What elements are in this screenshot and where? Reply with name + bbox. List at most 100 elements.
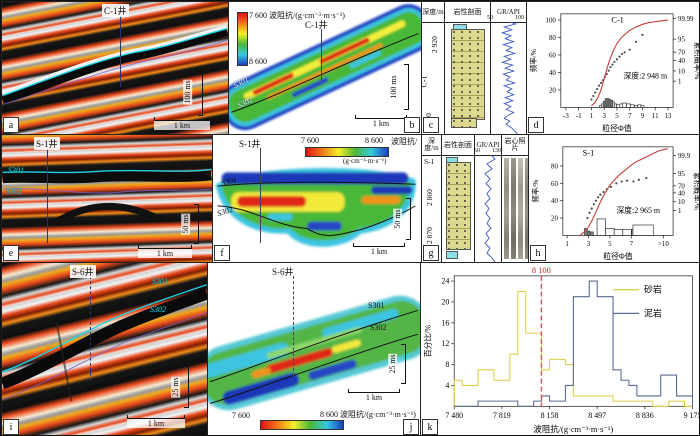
gr-min: 50 xyxy=(487,15,493,21)
panel-j-impedance-s6: S301 S302 S-6井 25 ms 1 km 7 600 8 600 波阻… xyxy=(207,262,421,435)
panel-f-impedance-s1: S301 S302 S-1井 7 600 8 600 波阻抗/ (g·cm⁻³·… xyxy=(212,134,422,263)
svg-text:频率/%: 频率/% xyxy=(529,49,538,72)
svg-text:40: 40 xyxy=(549,70,556,77)
svg-text:9: 9 xyxy=(641,113,645,120)
panel-letter: j xyxy=(403,419,419,435)
horizon-s302 xyxy=(217,205,416,236)
colorbar-max-label: 8 600 波阻抗/(g·cm⁻³·m·s⁻¹) xyxy=(320,410,416,419)
depth-value: 2 860 xyxy=(424,189,434,206)
time-scale-bar: 25 ms xyxy=(387,344,406,384)
svg-text:S-1: S-1 xyxy=(583,149,595,158)
horizon-s301 xyxy=(210,309,418,383)
svg-text:24: 24 xyxy=(441,277,449,286)
core-photo-track xyxy=(502,155,528,262)
svg-text:20: 20 xyxy=(441,297,449,306)
depth-header: 深度/m xyxy=(422,2,445,22)
distance-scale-bar: 1 km xyxy=(138,245,192,258)
core-photo-header: 岩心照片 xyxy=(504,137,526,152)
svg-text:粒径Φ值: 粒径Φ值 xyxy=(603,251,632,261)
gr-curve xyxy=(500,21,518,134)
svg-text:8 836: 8 836 xyxy=(636,411,654,420)
svg-text:1: 1 xyxy=(565,241,569,248)
svg-text:80: 80 xyxy=(549,35,556,42)
core-photo-strip xyxy=(518,158,523,259)
horizon-lines xyxy=(2,168,212,225)
svg-text:60: 60 xyxy=(549,52,556,59)
svg-text:>10: >10 xyxy=(658,241,669,248)
svg-text:95: 95 xyxy=(678,37,685,44)
svg-text:99.99: 99.99 xyxy=(678,16,694,23)
distance-scale-bar: 1 km xyxy=(127,415,185,428)
svg-text:7 480: 7 480 xyxy=(445,411,463,420)
svg-text:-3: -3 xyxy=(563,113,569,120)
lithology-track xyxy=(442,155,475,262)
svg-text:10: 10 xyxy=(678,199,685,206)
depth-track: S-1 2 860 2 870 xyxy=(422,155,442,262)
gr-track xyxy=(475,154,502,262)
svg-text:1: 1 xyxy=(678,208,682,215)
svg-text:1: 1 xyxy=(678,79,682,86)
well-label: S-1井 xyxy=(239,139,261,149)
well-trajectory xyxy=(260,148,261,243)
svg-text:8 100: 8 100 xyxy=(532,266,551,275)
distance-scale-bar: 1 km xyxy=(348,389,400,402)
depth-track: 2 920 3 000 C-1 xyxy=(422,22,445,134)
panel-letter: f xyxy=(214,245,230,261)
horizon-overlay xyxy=(2,24,228,105)
svg-text:累积概率/%: 累积概率/% xyxy=(693,42,700,80)
svg-text:40: 40 xyxy=(678,58,685,65)
panel-letter: i xyxy=(3,419,19,435)
svg-text:60: 60 xyxy=(551,181,558,188)
svg-text:5: 5 xyxy=(608,241,612,248)
time-scale-bar: 25 ms xyxy=(170,366,189,408)
log-header: 深度/m 岩性剖面 GR/API xyxy=(422,2,526,23)
core-photo-strip xyxy=(525,158,528,259)
panel-h-grainsize-s1: 20 40 60 80 频率/% 99.9 95 70 40 10 1 累积概率/% 1 3 5 7 >10 粒径… xyxy=(528,134,699,263)
horizon-label-s301: S301 xyxy=(152,277,168,286)
svg-text:9 175: 9 175 xyxy=(684,411,700,420)
panel-letter: d xyxy=(528,117,544,133)
svg-text:3: 3 xyxy=(587,241,591,248)
gr-header: GR/API xyxy=(497,7,520,16)
svg-text:泥岩: 泥岩 xyxy=(644,307,662,318)
horizon-label-s302: S302 xyxy=(150,305,166,314)
time-scale-bar: 100 ms xyxy=(388,64,409,110)
colorbar-unit-1: 波阻抗/ xyxy=(391,137,418,146)
panel-letter: e xyxy=(3,245,19,261)
gr-max: 100 xyxy=(515,15,524,21)
well-label: S-1井 xyxy=(34,137,60,150)
impedance-histogram-chart: 4 8 12 16 20 24 百分比/% 7 480 7 819 8 158 8 497 8 836… xyxy=(423,266,700,434)
colorbar-min-label: 7 600 xyxy=(301,136,319,145)
svg-text:100: 100 xyxy=(546,17,557,24)
horizon-s301 xyxy=(217,181,416,187)
colorbar xyxy=(305,147,389,157)
svg-text:百分比/%: 百分比/% xyxy=(423,324,433,357)
horizon-label-s302: S302 xyxy=(6,187,22,196)
lith-sandstone-fine xyxy=(451,118,477,128)
svg-text:8 158: 8 158 xyxy=(541,411,559,420)
panel-a-seismic-c1: C-1井 100 ms 1 km a xyxy=(1,1,229,135)
svg-text:11: 11 xyxy=(652,113,659,120)
horizon-label-s301: S301 xyxy=(368,301,385,310)
distance-scale-bar: 1 km xyxy=(355,115,407,128)
distance-scale-bar: 1 km xyxy=(353,243,405,256)
lithology-header: 岩性剖面 xyxy=(442,135,475,155)
horizon-lines xyxy=(2,24,228,105)
svg-text:频率/%: 频率/% xyxy=(531,180,540,203)
svg-text:12: 12 xyxy=(441,339,449,348)
panel-letter: b xyxy=(404,117,420,133)
svg-text:99.9: 99.9 xyxy=(678,153,691,160)
time-scale-bar: 100 ms xyxy=(182,68,203,116)
svg-text:7: 7 xyxy=(628,113,632,120)
panel-k-impedance-histogram: 4 8 12 16 20 24 百分比/% 7 480 7 819 8 158 8 497 8 836… xyxy=(420,262,700,435)
panel-e-seismic-s1: S301 S302 S-1井 50 ms 1 km e xyxy=(1,134,213,263)
depth-header: 深度/m xyxy=(422,135,442,155)
impedance-image xyxy=(208,295,420,411)
well-trajectory xyxy=(321,29,322,81)
impedance-image xyxy=(215,167,416,247)
well-label: C-1井 xyxy=(305,20,328,30)
horizon-label-s302: S302 xyxy=(370,323,387,332)
colorbar-max-label: 7 600 波阻抗/(g·cm⁻³·m·s⁻¹) xyxy=(249,11,345,20)
